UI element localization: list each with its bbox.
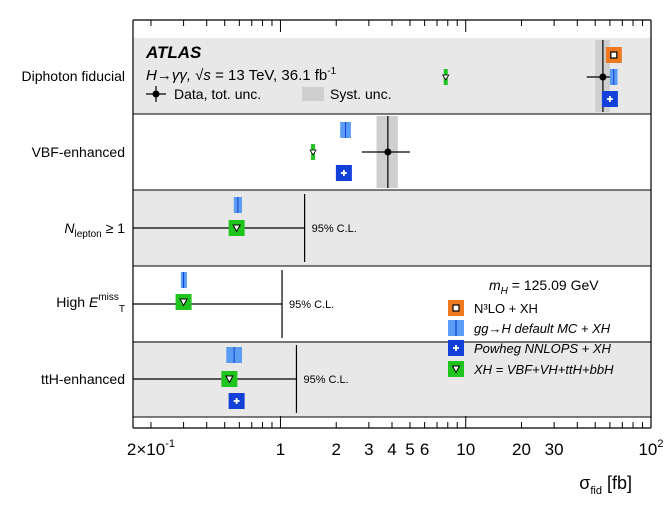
- process-energy-lumi: = 13 TeV, 36.1 fb: [211, 67, 327, 84]
- data-point: [599, 73, 607, 81]
- category-label: Nlepton ≥ 1: [64, 220, 125, 240]
- legend-ggh_default-label: gg→H default MC + XH: [474, 321, 611, 336]
- powheg-marker-dot: [235, 399, 238, 403]
- category-label-main: N: [64, 220, 75, 236]
- legend-powheg-inner: [453, 345, 459, 351]
- category-label-sub: lepton: [75, 229, 102, 240]
- legend-xh-inner: [451, 365, 461, 374]
- x-tick-label: 30: [545, 440, 564, 459]
- x-tick-label-base: 2: [331, 440, 340, 459]
- powheg-marker-dot: [608, 97, 612, 101]
- mass-label: mH = 125.09 GeV: [489, 277, 599, 297]
- x-tick-label-base: 30: [545, 440, 564, 459]
- category-label: ttH-enhanced: [41, 371, 125, 387]
- mass-label-sub: H: [501, 286, 509, 297]
- x-tick-label: 5: [405, 440, 414, 459]
- xh-marker-inner: [232, 224, 241, 233]
- category-label: Diphoton fiducial: [21, 68, 125, 84]
- x-tick-label-base: 20: [512, 440, 531, 459]
- x-tick-label-base: 6: [420, 440, 429, 459]
- mass-label-value: = 125.09 GeV: [508, 277, 599, 293]
- x-tick-label-base: 5: [405, 440, 414, 459]
- x-tick-label: 10: [456, 440, 475, 459]
- category-label-main: High: [56, 294, 89, 310]
- category-label-sup: miss: [98, 292, 119, 303]
- x-tick-label-base: 4: [387, 440, 396, 459]
- xh-marker-inner: [225, 375, 234, 384]
- x-axis-title-unit: [fb]: [602, 473, 632, 493]
- xh-marker-inner: [179, 298, 188, 307]
- category-label-rest: ≥ 1: [102, 220, 125, 236]
- legend-syst-swatch: [302, 87, 324, 101]
- mass-label-m: m: [489, 277, 501, 293]
- x-tick-label-exp: 2: [657, 438, 663, 450]
- xh-marker-inner: [309, 149, 317, 156]
- x-tick-label: 6: [420, 440, 429, 459]
- xh-marker-inner: [442, 74, 450, 81]
- x-tick-label: 4: [387, 440, 396, 459]
- x-axis-title: σfid [fb]: [579, 473, 632, 497]
- x-tick-label: 3: [364, 440, 373, 459]
- atlas-label: ATLAS: [145, 43, 202, 62]
- process-decay: H→γγ,: [146, 67, 191, 84]
- x-tick-label-base: 10: [638, 440, 657, 459]
- category-label: VBF-enhanced: [32, 144, 125, 160]
- x-tick-label: 2×10-1: [127, 438, 175, 459]
- x-tick-label: 102: [638, 438, 663, 459]
- x-axis-title-sub: fid: [590, 485, 602, 497]
- n3lo-marker-inner: [610, 51, 618, 59]
- legend-n3lo-label: N³LO + XH: [474, 301, 538, 316]
- legend-data-label: Data, tot. unc.: [174, 86, 261, 102]
- category-label-sub: T: [119, 304, 125, 315]
- data-point: [384, 148, 392, 156]
- legend-syst-label: Syst. unc.: [330, 86, 391, 102]
- x-tick-label-base: 2×10: [127, 440, 165, 459]
- limit-label: 95% C.L.: [289, 299, 334, 311]
- x-tick-label: 1: [276, 440, 285, 459]
- limit-label: 95% C.L.: [303, 374, 348, 386]
- category-band-shaded: [133, 38, 651, 114]
- process-label: H→γγ, √s = 13 TeV, 36.1 fb-1: [146, 66, 337, 84]
- x-tick-label-base: 10: [456, 440, 475, 459]
- process-lumi-exp: -1: [327, 66, 336, 77]
- x-tick-label-base: 1: [276, 440, 285, 459]
- legend-powheg-label: Powheg NNLOPS + XH: [474, 341, 612, 356]
- limit-label: 95% C.L.: [312, 223, 357, 235]
- legend-data-point: [152, 90, 160, 98]
- category-label-symbol: E: [89, 294, 99, 310]
- process-sqrt: √s: [191, 67, 211, 84]
- x-tick-label-base: 3: [364, 440, 373, 459]
- category-label: High EmissT: [56, 292, 125, 315]
- x-tick-label: 20: [512, 440, 531, 459]
- x-axis-title-symbol: σ: [579, 473, 590, 493]
- x-tick-label: 2: [331, 440, 340, 459]
- x-tick-label-exp: -1: [165, 438, 175, 450]
- legend-xh-label: XH = VBF+VH+ttH+bbH: [473, 362, 614, 377]
- legend-n3lo-inner: [452, 304, 460, 312]
- powheg-marker-dot: [342, 171, 346, 175]
